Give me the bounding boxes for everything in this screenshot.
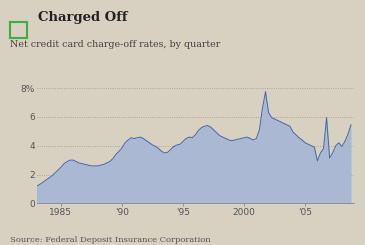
Text: Net credit card charge-off rates, by quarter: Net credit card charge-off rates, by qua… [10,40,220,49]
Text: Charged Off: Charged Off [38,11,128,24]
Text: Source: Federal Deposit Insurance Corporation: Source: Federal Deposit Insurance Corpor… [10,236,211,244]
